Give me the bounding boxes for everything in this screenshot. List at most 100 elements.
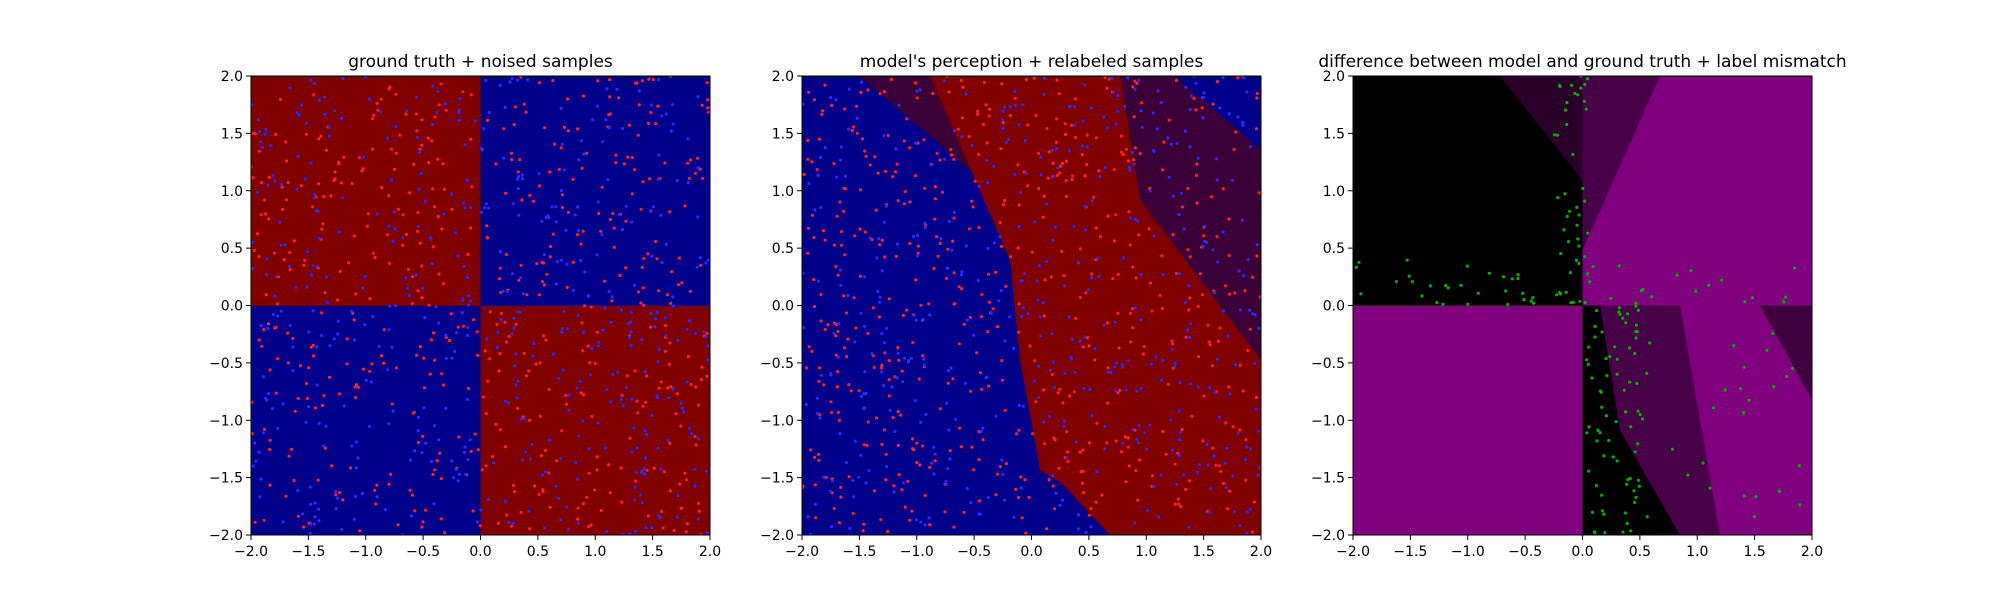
scatter-point [504, 499, 508, 503]
scatter-point [643, 456, 648, 460]
scatter-point [1016, 495, 1021, 500]
scatter-point [1061, 498, 1065, 502]
scatter-point [498, 428, 503, 432]
scatter-point [632, 426, 636, 430]
scatter-point [1042, 314, 1046, 318]
scatter-point [322, 394, 326, 398]
scatter-point [1613, 345, 1617, 349]
scatter-point [1062, 424, 1066, 428]
y-tick-label: 0.0 [221, 299, 243, 315]
scatter-point [952, 271, 956, 275]
scatter-point [1187, 479, 1192, 483]
y-axis: −2.0−1.5−1.0−0.50.00.51.01.52.0 [209, 69, 251, 544]
scatter-point [483, 349, 487, 353]
scatter-point [1195, 201, 1199, 205]
scatter-point [630, 450, 634, 454]
scatter-point [964, 92, 968, 96]
scatter-point [449, 192, 453, 196]
scatter-point [292, 239, 296, 243]
scatter-point [554, 282, 558, 286]
scatter-point [1245, 531, 1249, 535]
scatter-point [702, 330, 706, 334]
scatter-point [548, 170, 552, 174]
scatter-point [576, 205, 580, 209]
scatter-point [1175, 482, 1179, 486]
scatter-point [1095, 136, 1099, 140]
scatter-point [960, 270, 964, 274]
scatter-point [1090, 199, 1094, 203]
scatter-point [356, 385, 360, 389]
scatter-point [388, 304, 392, 308]
scatter-point [1021, 404, 1025, 408]
scatter-point [663, 316, 668, 320]
scatter-point [456, 254, 460, 258]
scatter-point [1245, 445, 1249, 449]
scatter-point [620, 500, 624, 504]
scatter-point [1043, 76, 1047, 80]
scatter-point [567, 393, 572, 397]
scatter-point [1623, 410, 1628, 414]
scatter-point [421, 286, 425, 290]
scatter-point [390, 345, 394, 349]
scatter-point [969, 501, 973, 505]
scatter-point [559, 188, 564, 193]
scatter-point [1050, 373, 1054, 377]
scatter-point [1133, 217, 1137, 221]
scatter-point [1121, 365, 1125, 369]
scatter-point [1591, 265, 1595, 269]
scatter-point [1248, 327, 1252, 331]
scatter-point [1407, 274, 1411, 278]
scatter-point [601, 140, 605, 144]
scatter-point [654, 317, 658, 321]
agreement-bottom-right-fade [1600, 305, 1720, 535]
scatter-point [456, 479, 460, 483]
scatter-point [896, 199, 900, 203]
scatter-point [668, 489, 672, 493]
scatter-point [322, 195, 326, 199]
scatter-point [345, 337, 349, 341]
scatter-point [349, 466, 353, 470]
scatter-point [429, 338, 434, 342]
scatter-point [411, 411, 415, 415]
scatter-point [1531, 296, 1535, 300]
scatter-point [1577, 261, 1581, 266]
scatter-point [1025, 184, 1030, 188]
scatter-point [382, 328, 386, 332]
quadrant-top-right [480, 76, 710, 306]
scatter-point [1106, 401, 1110, 405]
scatter-point [368, 297, 372, 301]
scatter-point [887, 378, 891, 382]
scatter-point [855, 116, 859, 120]
scatter-point [1625, 521, 1629, 526]
scatter-point [645, 433, 649, 437]
scatter-point [858, 188, 863, 192]
scatter-point [304, 121, 308, 125]
scatter-point [1177, 502, 1181, 506]
scatter-point [1055, 147, 1059, 151]
y-tick-label: −1.0 [209, 413, 243, 429]
scatter-point [984, 103, 988, 107]
scatter-point [633, 498, 637, 502]
scatter-point [693, 467, 697, 471]
scatter-point [1211, 102, 1215, 106]
scatter-point [688, 158, 693, 162]
scatter-point [415, 353, 419, 357]
scatter-point [264, 396, 268, 400]
scatter-point [700, 365, 704, 369]
scatter-point [817, 458, 821, 462]
scatter-point [886, 133, 890, 137]
scatter-point [910, 509, 914, 513]
scatter-point [649, 311, 653, 316]
scatter-point [1238, 363, 1242, 367]
scatter-point [680, 281, 684, 285]
scatter-point [1047, 478, 1051, 482]
scatter-point [829, 371, 833, 375]
scatter-point [879, 370, 884, 374]
scatter-point [498, 250, 502, 254]
scatter-point [288, 324, 292, 328]
scatter-point [620, 126, 625, 131]
scatter-point [377, 344, 381, 348]
scatter-point [706, 258, 710, 262]
scatter-point [1042, 420, 1046, 424]
scatter-point [433, 205, 437, 209]
